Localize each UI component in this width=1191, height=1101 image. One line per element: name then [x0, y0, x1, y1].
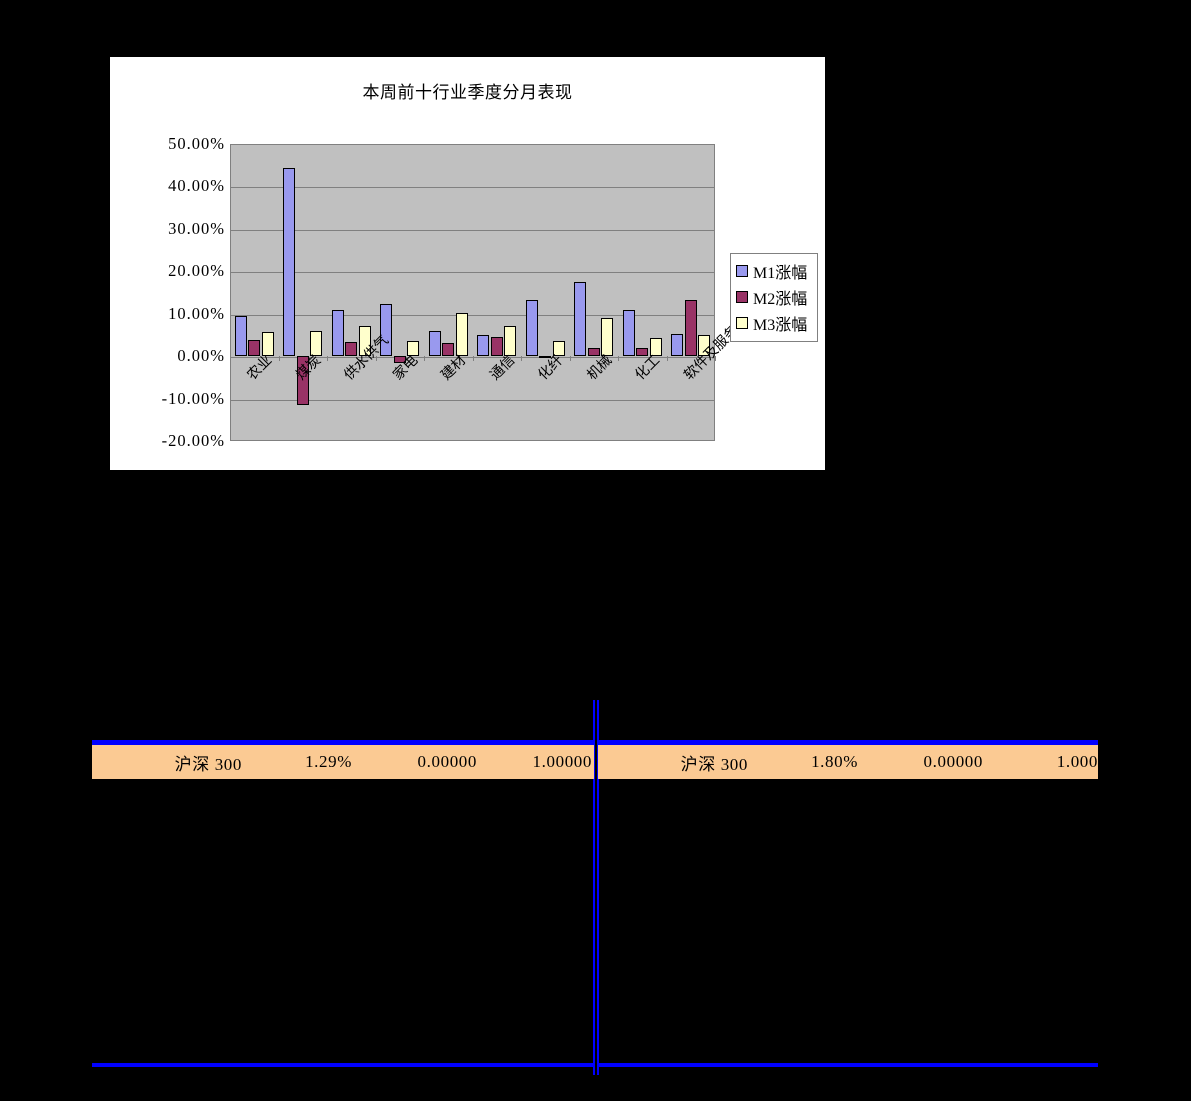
index-value2-left: 1.00000 [532, 752, 592, 771]
y-tick-label: -10.00% [161, 388, 225, 408]
chart-legend: M1涨幅 M2涨幅 M3涨幅 [730, 253, 818, 342]
legend-row-M2涨幅: M2涨幅 [736, 284, 812, 310]
legend-row-M1涨幅: M1涨幅 [736, 258, 812, 284]
legend-swatch-icon-m3 [736, 317, 748, 329]
table-top-rule-right [598, 740, 1098, 745]
index-change-right: 1.80% [811, 752, 858, 771]
table-row-right[interactable]: 沪深 300 1.80% 0.00000 1.000 [598, 745, 1098, 779]
y-tick-label: 40.00% [168, 176, 225, 196]
legend-row-M3涨幅: M3涨幅 [736, 310, 812, 336]
gridline [231, 272, 714, 274]
y-tick-label: 10.00% [168, 303, 225, 323]
legend-swatch-icon-m2 [736, 291, 748, 303]
gridline [231, 314, 714, 316]
index-value1-right: 0.00000 [923, 752, 983, 771]
y-tick-label: 0.00% [177, 346, 225, 366]
y-tick-label: -20.00% [161, 431, 225, 450]
table-bottom-rule-right [598, 1063, 1098, 1067]
table-row-left[interactable]: 沪深 300 1.29% 0.00000 1.00000 [92, 745, 594, 779]
vertical-divider-left [593, 700, 595, 1075]
vertical-divider-right [597, 700, 599, 1075]
table-bottom-rule-left [92, 1063, 594, 1067]
chart-panel: 本周前十行业季度分月表现 50.00% 40.00% 30.00% 20.00% 10.… [110, 57, 825, 470]
y-tick-label: 50.00% [168, 134, 225, 153]
bottom-table-section: 沪深 300 1.29% 0.00000 1.00000 沪深 300 1.80… [0, 690, 1191, 1101]
index-value1-left: 0.00000 [417, 752, 477, 771]
plot-area [230, 144, 715, 441]
y-tick-label: 20.00% [168, 261, 225, 281]
index-value2-right: 1.000 [1056, 752, 1098, 771]
y-axis-tick-labels: 50.00% 40.00% 30.00% 20.00% 10.00% 0.00% -10.0… [120, 134, 225, 450]
gridline [231, 187, 714, 189]
index-name-right: 沪深 300 [680, 754, 748, 774]
chart-title: 本周前十行业季度分月表现 [362, 83, 573, 102]
y-tick-label: 30.00% [168, 218, 225, 238]
index-name-left: 沪深 300 [174, 754, 242, 774]
table-top-rule-left [92, 740, 594, 745]
index-change-left: 1.29% [305, 752, 352, 771]
gridline [231, 399, 714, 401]
legend-label: M1涨幅 [753, 265, 808, 282]
legend-label: M3涨幅 [753, 317, 808, 334]
legend-swatch-icon-m1 [736, 265, 748, 277]
gridline [231, 229, 714, 231]
legend-label: M2涨幅 [753, 291, 808, 308]
